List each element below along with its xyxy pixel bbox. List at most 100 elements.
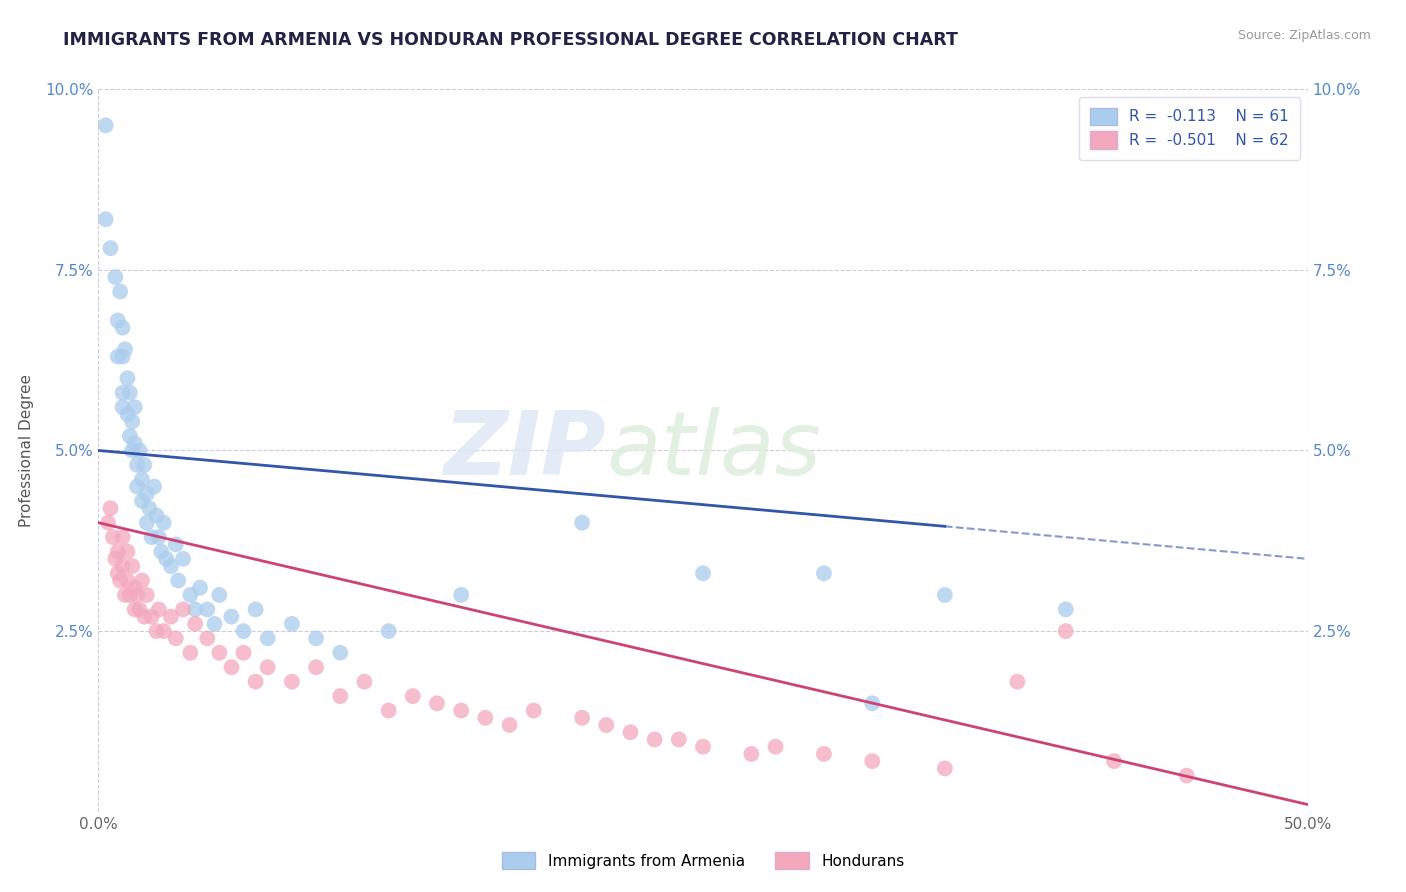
Text: atlas: atlas [606, 408, 821, 493]
Point [195, 632, 218, 646]
Point [111, 350, 134, 364]
Point [160, 559, 183, 574]
Point [150, 544, 173, 558]
Point [111, 320, 134, 334]
Point [135, 588, 157, 602]
Point [221, 609, 243, 624]
Point [117, 544, 139, 558]
Point [152, 624, 174, 639]
Point [148, 530, 170, 544]
Point [184, 616, 207, 631]
Point [118, 429, 141, 443]
Point [143, 480, 166, 494]
Point [141, 609, 163, 624]
Point [860, 697, 883, 711]
Point [179, 646, 201, 660]
Point [934, 761, 956, 775]
Point [305, 632, 328, 646]
Point [1054, 624, 1077, 639]
Point [134, 609, 156, 624]
Y-axis label: Professional Degree: Professional Degree [20, 374, 34, 527]
Point [402, 689, 425, 703]
Point [97, 516, 120, 530]
Point [179, 588, 201, 602]
Point [498, 718, 520, 732]
Point [1175, 769, 1198, 783]
Point [523, 704, 546, 718]
Point [232, 646, 254, 660]
Point [692, 739, 714, 754]
Point [740, 747, 762, 761]
Point [668, 732, 690, 747]
Text: IMMIGRANTS FROM ARMENIA VS HONDURAN PROFESSIONAL DEGREE CORRELATION CHART: IMMIGRANTS FROM ARMENIA VS HONDURAN PROF… [63, 31, 957, 49]
Point [353, 674, 375, 689]
Point [934, 588, 956, 602]
Point [135, 516, 157, 530]
Point [692, 566, 714, 581]
Point [94, 212, 117, 227]
Point [167, 574, 190, 588]
Legend: Immigrants from Armenia, Hondurans: Immigrants from Armenia, Hondurans [495, 846, 911, 875]
Point [94, 118, 117, 132]
Point [107, 566, 129, 581]
Point [195, 602, 218, 616]
Point [160, 609, 183, 624]
Point [148, 602, 170, 616]
Point [127, 588, 149, 602]
Point [145, 624, 167, 639]
Point [245, 674, 267, 689]
Point [104, 551, 127, 566]
Point [124, 581, 146, 595]
Point [595, 718, 617, 732]
Point [141, 530, 163, 544]
Point [450, 704, 472, 718]
Point [107, 544, 129, 558]
Point [104, 270, 127, 285]
Point [111, 385, 134, 400]
Point [131, 574, 153, 588]
Text: Source: ZipAtlas.com: Source: ZipAtlas.com [1237, 29, 1371, 42]
Point [450, 588, 472, 602]
Point [860, 754, 883, 768]
Point [281, 616, 304, 631]
Point [1007, 674, 1029, 689]
Point [117, 371, 139, 385]
Point [108, 574, 131, 588]
Point [135, 487, 157, 501]
Point [571, 516, 593, 530]
Text: ZIP: ZIP [443, 407, 606, 494]
Point [152, 516, 174, 530]
Point [208, 588, 231, 602]
Point [138, 501, 160, 516]
Point [117, 407, 139, 422]
Point [245, 602, 267, 616]
Point [118, 588, 141, 602]
Point [172, 551, 194, 566]
Point [124, 602, 146, 616]
Point [813, 747, 835, 761]
Point [188, 581, 211, 595]
Point [155, 551, 177, 566]
Point [765, 739, 787, 754]
Point [204, 616, 226, 631]
Point [184, 602, 207, 616]
Point [100, 501, 122, 516]
Point [121, 559, 143, 574]
Point [165, 537, 187, 551]
Point [114, 343, 136, 357]
Point [165, 632, 187, 646]
Point [134, 458, 156, 472]
Point [117, 574, 139, 588]
Point [114, 588, 136, 602]
Point [101, 530, 124, 544]
Point [111, 400, 134, 414]
Point [221, 660, 243, 674]
Point [208, 646, 231, 660]
Point [107, 350, 129, 364]
Point [127, 480, 149, 494]
Point [128, 602, 150, 616]
Point [107, 313, 129, 327]
Point [474, 711, 496, 725]
Point [111, 559, 134, 574]
Point [128, 443, 150, 458]
